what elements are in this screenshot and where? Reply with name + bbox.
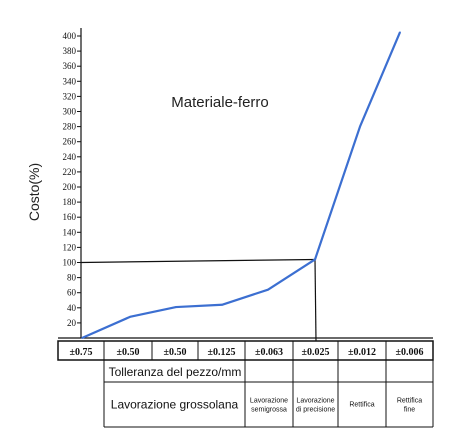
- y-tick-label: 160: [63, 212, 77, 222]
- process-label: Rettifica fine: [397, 398, 422, 414]
- process-label: Rettifica: [349, 402, 374, 409]
- y-tick-label: 260: [63, 137, 77, 147]
- y-ticks: 20 40 60 80 100 120 140 160 180 200 220 240 260 280 30…: [63, 31, 81, 328]
- tolerance-table: ±0.75 ±0.50 ±0.50 ±0.125 ±0.063 ±0.025 ±0.012 ±…: [57, 340, 434, 361]
- y-tick-label: 240: [63, 152, 77, 162]
- data-point: [129, 316, 131, 318]
- process-label: Lavorazione semigrossa: [250, 398, 288, 414]
- y-tick-label: 320: [63, 91, 77, 101]
- y-tick-label: 60: [67, 288, 77, 298]
- data-point: [399, 31, 401, 34]
- x-tick-label: ±0.50: [117, 347, 140, 358]
- y-tick-label: 100: [63, 258, 77, 268]
- data-point: [221, 303, 223, 306]
- y-tick-label: 220: [63, 167, 77, 177]
- reference-line-vertical: [314, 259, 317, 342]
- y-tick-label: 380: [63, 46, 77, 56]
- y-tick-label: 40: [67, 303, 77, 313]
- reference-lines: [80, 258, 317, 342]
- process-label: Lavorazione grossolana: [111, 398, 239, 412]
- y-tick-label: 400: [63, 31, 77, 41]
- process-label: Lavorazione di precisione: [296, 398, 335, 414]
- data-point: [175, 306, 177, 308]
- data-point: [314, 258, 316, 261]
- y-tick-label: 200: [63, 182, 77, 192]
- y-tick-label: 120: [63, 242, 77, 252]
- series-group: [81, 31, 402, 340]
- reference-line-horizontal: [80, 258, 316, 264]
- y-tick-label: 180: [63, 197, 77, 207]
- series-line: [81, 31, 402, 340]
- x-tick-label: ±0.063: [255, 347, 283, 358]
- data-point: [81, 337, 83, 339]
- y-tick-label: 80: [67, 273, 77, 283]
- data-point: [267, 288, 269, 291]
- y-tick-label: 20: [67, 318, 77, 328]
- x-tick-label: ±0.012: [348, 347, 376, 358]
- chart-title: Materiale-ferro: [171, 94, 269, 111]
- y-axis-label: Costo(%): [26, 163, 42, 221]
- y-tick-label: 140: [63, 227, 77, 237]
- x-tick-label: ±0.75: [70, 347, 93, 358]
- process-table: Lavorazione grossolana Lavorazione semigro…: [103, 360, 434, 428]
- y-tick-label: 280: [63, 122, 77, 132]
- y-tick-label: 360: [63, 61, 77, 71]
- x-tick-label: ±0.006: [396, 347, 424, 358]
- data-point: [359, 125, 361, 128]
- x-tick-label: ±0.125: [208, 347, 236, 358]
- x-axis-label: Tolleranza del pezzo/mm: [109, 365, 242, 379]
- y-tick-label: 340: [63, 76, 77, 86]
- axes: [58, 28, 433, 339]
- y-tick-label: 300: [63, 107, 77, 117]
- x-tick-label: ±0.50: [164, 347, 187, 358]
- x-tick-label: ±0.025: [302, 347, 330, 358]
